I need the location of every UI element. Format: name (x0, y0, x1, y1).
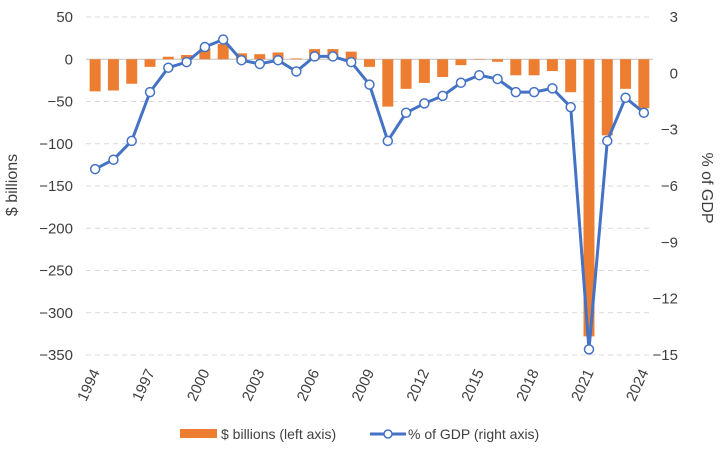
right-tick-label: −9 (661, 234, 678, 251)
line-point-1994 (89, 163, 101, 175)
right-axis-ticks: 3 0 −3 −6 −9 −12 −15 (653, 9, 678, 364)
legend-bar-swatch (180, 429, 217, 438)
line-point-2024 (638, 107, 650, 119)
line-point-2016 (492, 73, 503, 85)
legend-line-marker (383, 429, 393, 439)
bar-1994 (89, 59, 101, 92)
line-point-2014 (455, 77, 467, 88)
bar-2001 (217, 44, 229, 60)
x-axis-ticks: 1994 1997 2000 2003 2006 2009 2012 2015 2018 2021… (74, 367, 652, 404)
legend-line-label: % of GDP (right axis) (408, 426, 539, 442)
line-point-2015 (473, 69, 485, 81)
bar-2023 (620, 59, 632, 89)
line-point-2000 (199, 41, 211, 53)
bar-2010 (382, 59, 394, 107)
right-tick-label: −6 (661, 178, 678, 195)
line-point-2018 (528, 86, 540, 98)
bar-1995 (107, 59, 119, 91)
bar-2005 (290, 58, 302, 60)
right-tick-label: −3 (661, 122, 678, 139)
line-point-2012 (419, 98, 430, 109)
bar-2021 (583, 59, 595, 337)
line-point-2010 (382, 135, 394, 147)
left-tick-label: −100 (39, 136, 73, 153)
left-axis-title: $ billions (4, 154, 21, 216)
line-point-1998 (163, 62, 174, 73)
bar-2008 (345, 51, 357, 60)
right-tick-label: 0 (670, 65, 678, 82)
left-tick-label: −200 (39, 220, 73, 237)
legend: $ billions (left axis) % of GDP (right a… (180, 426, 539, 442)
right-axis-title: % of GDP (698, 152, 715, 223)
line-point-2019 (547, 83, 558, 94)
x-tick-label: 2012 (403, 367, 433, 404)
left-tick-label: −300 (39, 305, 73, 322)
left-tick-label: −150 (39, 178, 73, 195)
bar-2014 (455, 59, 467, 66)
bar-2024 (638, 59, 650, 109)
line-point-2021 (583, 344, 595, 355)
line-point-2008 (345, 56, 357, 68)
line-point-1995 (108, 154, 119, 165)
bar-2019 (546, 59, 558, 72)
x-tick-label: 2009 (349, 367, 379, 404)
x-tick-label: 2003 (239, 367, 269, 404)
left-axis-ticks: 50 0 −50 −100 −150 −200 −250 −300 −350 (39, 9, 73, 364)
bar-1997 (144, 59, 156, 67)
bar-2018 (528, 59, 540, 76)
x-tick-label: 2024 (623, 367, 653, 404)
line-point-2023 (620, 92, 631, 103)
bar-2013 (437, 59, 449, 77)
line-point-2022 (602, 135, 613, 147)
line-point-2002 (236, 54, 247, 66)
line-point-1997 (144, 86, 156, 98)
line-point-2007 (327, 51, 339, 62)
line-point-2011 (400, 107, 412, 119)
line-point-2001 (217, 34, 229, 45)
bar-2020 (565, 59, 577, 93)
x-tick-label: 2006 (294, 367, 324, 404)
bar-2000 (199, 48, 211, 60)
bar-1996 (126, 59, 138, 84)
x-tick-label: 2015 (458, 367, 488, 404)
left-tick-label: 0 (65, 51, 73, 68)
left-tick-label: 50 (56, 9, 73, 26)
left-tick-label: −250 (39, 263, 73, 280)
bar-2015 (473, 59, 485, 60)
x-tick-label: 2018 (513, 367, 543, 404)
line-point-1999 (181, 56, 192, 68)
line-point-2003 (254, 58, 266, 70)
bar-2009 (364, 59, 375, 67)
line-point-2004 (272, 54, 284, 66)
bar-2022 (601, 59, 613, 136)
x-tick-label: 1994 (74, 367, 104, 404)
line-point-1996 (126, 135, 137, 147)
gridlines (86, 16, 653, 356)
line-point-2009 (364, 79, 375, 90)
x-tick-label: 1997 (129, 367, 159, 404)
line-point-2017 (510, 86, 522, 98)
x-tick-label: 2000 (184, 367, 214, 404)
x-tick-label: 2021 (568, 367, 598, 404)
bar-2011 (400, 59, 412, 89)
line-point-2020 (565, 101, 576, 113)
line-point-2006 (309, 51, 320, 62)
line-point-2005 (291, 66, 302, 77)
bar-2003 (254, 54, 266, 60)
left-tick-label: −50 (48, 94, 73, 111)
legend-bar-label: $ billions (left axis) (221, 426, 336, 442)
bar-2017 (510, 59, 522, 76)
right-tick-label: −15 (653, 347, 678, 364)
bar-2016 (492, 59, 504, 62)
bar-2012 (418, 59, 430, 83)
bar-1998 (162, 56, 174, 60)
right-tick-label: 3 (670, 9, 678, 26)
right-tick-label: −12 (653, 291, 678, 308)
line-series (89, 34, 650, 355)
line-point-2013 (437, 90, 448, 102)
left-tick-label: −350 (39, 347, 73, 364)
